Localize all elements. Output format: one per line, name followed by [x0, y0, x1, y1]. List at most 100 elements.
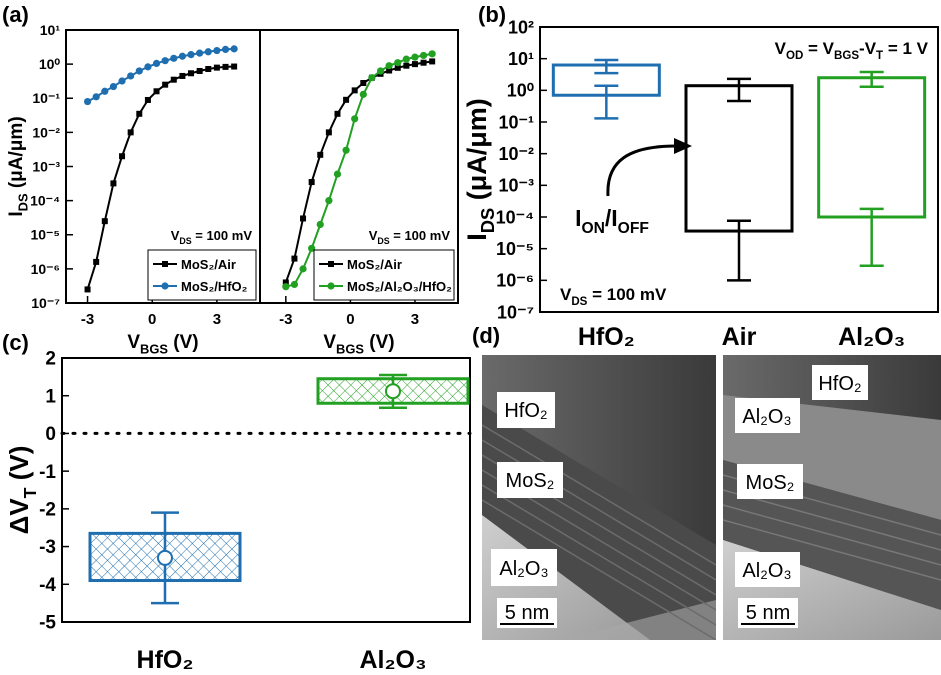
y-tick-label: 10⁻⁴: [30, 193, 60, 209]
y-axis-label-part: T: [20, 487, 40, 498]
y-tick-label: 10⁻⁷: [497, 302, 534, 322]
x-tick-label: 3: [411, 311, 419, 328]
annotation-part: DS: [377, 236, 389, 246]
x-axis-label-part: V: [323, 332, 336, 353]
annotation-part: /I: [605, 205, 618, 231]
y-tick-label: 10⁻²: [32, 124, 60, 140]
y-axis-label-part: ΔV: [4, 498, 34, 535]
marker: [327, 282, 334, 289]
tem-label: HfO₂: [818, 373, 861, 395]
y-axis-label: IDS (μA/μm): [6, 116, 31, 216]
marker: [420, 52, 427, 59]
tem-label: Al₂O₃: [742, 406, 791, 428]
annotation-part: V: [171, 228, 180, 243]
annotation-part: OFF: [618, 220, 649, 237]
marker: [154, 88, 160, 94]
marker: [421, 60, 427, 66]
tem-label: MoS₂: [506, 470, 555, 492]
annotation-part: = 100 mV: [390, 228, 451, 243]
marker: [110, 180, 116, 186]
scale-bar-label: 5 nm: [746, 602, 790, 624]
marker: [326, 129, 332, 135]
y-tick-label: 10⁻⁶: [31, 261, 60, 277]
x-tick-label: HfO₂: [578, 323, 635, 351]
y-axis-label-part: (μA/μm): [462, 98, 492, 208]
y-axis-label: ΔVT (V): [4, 446, 40, 535]
legend-label: MoS₂/HfO₂: [181, 279, 248, 294]
marker: [429, 50, 436, 57]
marker: [101, 88, 108, 95]
y-tick-label: 10¹: [508, 49, 534, 69]
y-tick-label: 10⁻¹: [498, 112, 534, 132]
marker: [386, 62, 393, 69]
marker: [170, 55, 177, 62]
y-axis-label-part: DS: [16, 193, 31, 211]
panel-label: (d): [472, 323, 500, 348]
annotation-part: -V: [859, 39, 877, 58]
tem-images: HfO₂ MoS₂ Al₂O₃ 5 nm HfO₂ Al₂O₃ MoS₂ Al₂…: [482, 355, 941, 640]
y-tick-label: 2: [45, 349, 56, 370]
x-tick-label: Al₂O₃: [359, 646, 426, 674]
marker: [403, 56, 410, 63]
mean-marker: [386, 384, 400, 398]
marker: [161, 282, 168, 289]
x-axis-label: VBGS (V): [127, 332, 198, 357]
annotation-part: BGS: [834, 50, 859, 62]
x-tick-label: -3: [81, 311, 94, 328]
marker: [342, 147, 349, 154]
y-tick-label: 10⁻⁴: [496, 207, 534, 227]
x-tick-label: 3: [213, 311, 221, 328]
y-tick-label: 10⁰: [507, 81, 534, 101]
annotation: VDS = 100 mV: [171, 228, 253, 246]
annotation: VDS = 100 mV: [560, 285, 667, 308]
x-axis-label: VBGS (V): [323, 332, 394, 357]
annotation-part: = 100 mV: [587, 285, 667, 304]
y-axis-label-part: (μA/μm): [6, 116, 27, 193]
y-tick-label: 10⁻¹: [32, 90, 60, 106]
arrow: [608, 146, 676, 196]
marker: [343, 97, 349, 103]
y-axis-label-part: (V): [4, 446, 34, 488]
annotation: VOD = VBGS-VT = 1 V: [775, 39, 929, 62]
marker: [368, 74, 375, 81]
marker: [205, 48, 212, 55]
marker: [179, 73, 185, 79]
marker: [394, 59, 401, 66]
y-tick-label: -2: [39, 500, 56, 521]
marker: [231, 45, 238, 52]
marker: [282, 283, 289, 290]
y-tick-label: 10⁰: [39, 56, 61, 72]
marker: [162, 82, 168, 88]
panel-label: (a): [2, 2, 29, 27]
y-tick-label: 10⁻⁵: [496, 239, 534, 259]
marker: [231, 64, 237, 70]
marker: [328, 261, 334, 267]
annotation: VDS = 100 mV: [369, 228, 451, 246]
y-tick-label: 10⁻²: [498, 144, 534, 164]
page: {"panels": ["(a)", "(b)", "(c)", "(d)"],…: [0, 0, 941, 675]
y-tick-label: 10⁻⁷: [31, 295, 60, 311]
marker: [214, 65, 220, 71]
marker: [153, 60, 160, 67]
marker: [119, 153, 125, 159]
series-line: [88, 49, 235, 102]
legend-label: MoS₂/Al₂O₃/HfO₂: [347, 279, 452, 294]
annotation-part: ON: [581, 220, 604, 237]
tem-label: Al₂O₃: [499, 558, 548, 580]
marker: [197, 68, 203, 74]
annotation-part: T: [876, 50, 883, 62]
series-line: [286, 61, 432, 282]
tem-label: HfO₂: [504, 400, 547, 422]
marker: [223, 64, 229, 70]
marker: [162, 57, 169, 64]
annotation: ION/IOFF: [575, 205, 649, 237]
x-tick-label: -3: [279, 311, 292, 328]
panel-label: (c): [2, 330, 29, 355]
marker: [188, 70, 194, 76]
marker: [334, 111, 340, 117]
annotation-part: DS: [571, 296, 587, 308]
marker: [300, 215, 306, 221]
marker: [171, 77, 177, 83]
arrow-head: [674, 138, 692, 154]
y-tick-label: 10⁻⁶: [496, 271, 534, 291]
